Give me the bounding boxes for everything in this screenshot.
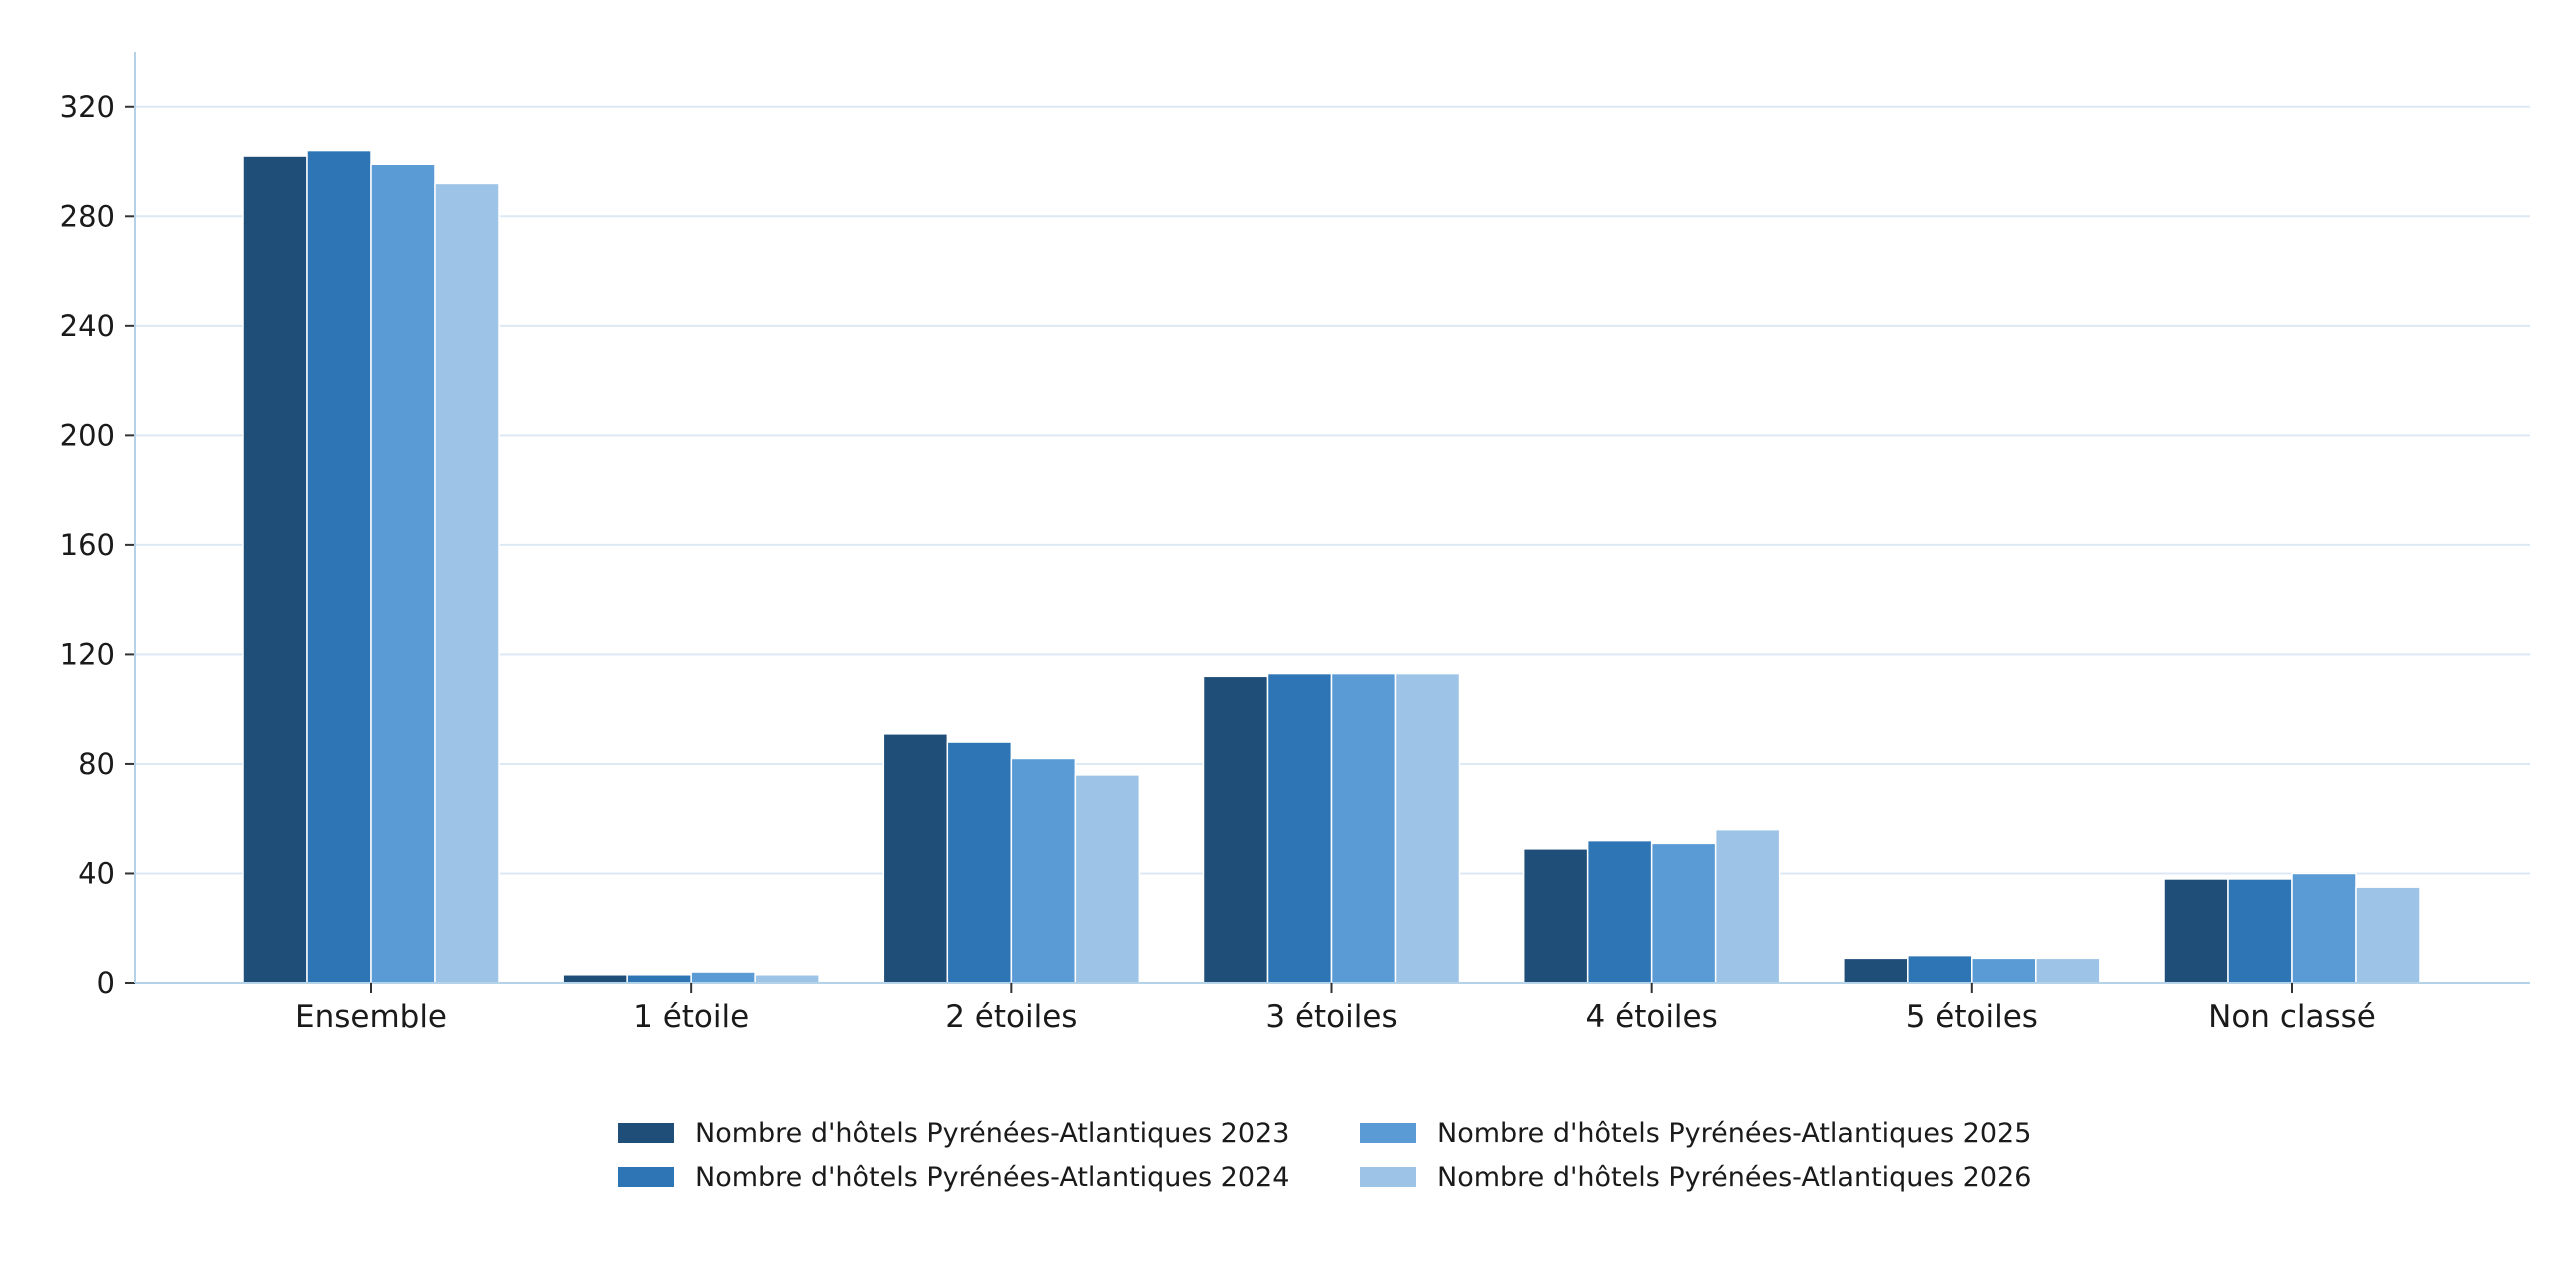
bar: [2163, 878, 2229, 984]
bar: [370, 163, 436, 984]
y-tick-label: 40: [78, 856, 115, 890]
bar: [2291, 872, 2357, 984]
x-tick-label: 3 étoiles: [1265, 999, 1397, 1035]
bar: [690, 971, 756, 984]
bar: [1971, 957, 2037, 984]
legend-label: Nombre d'hôtels Pyrénées-Atlantiques 202…: [1437, 1118, 2031, 1149]
x-tick-label: Non classé: [2208, 999, 2376, 1035]
legend-item: Nombre d'hôtels Pyrénées-Atlantiques 202…: [618, 1118, 1289, 1149]
bar: [1074, 774, 1141, 984]
axes: 0 40 80 120 160 200 240 280 320 Ensemble 1 étoile 2…: [60, 52, 2530, 1035]
bar: [1586, 839, 1653, 984]
legend-swatch: [618, 1167, 674, 1187]
bar: [1010, 757, 1077, 984]
bar: [1394, 672, 1461, 984]
y-tick-label: 200: [60, 418, 115, 452]
bar: [626, 974, 692, 984]
legend-swatch: [618, 1123, 674, 1143]
x-tick-label: 5 étoiles: [1906, 999, 2038, 1035]
bar: [1522, 848, 1589, 984]
bar: [306, 149, 372, 984]
y-tick-label: 120: [60, 637, 115, 671]
bar: [882, 733, 949, 984]
bar: [242, 155, 308, 984]
legend-label: Nombre d'hôtels Pyrénées-Atlantiques 202…: [695, 1162, 1289, 1193]
x-tick-label: 4 étoiles: [1586, 999, 1718, 1035]
legend-swatch: [1360, 1123, 1416, 1143]
bar: [434, 182, 500, 984]
x-tick-label: 2 étoiles: [945, 999, 1077, 1035]
y-tick-label: 280: [60, 199, 115, 233]
bar: [1202, 675, 1269, 984]
bar: [1330, 672, 1397, 984]
y-tick-label: 160: [60, 528, 115, 562]
y-tick-label: 240: [60, 309, 115, 343]
bars: [242, 149, 2421, 984]
bar: [1907, 954, 1973, 984]
grid-lines: [135, 105, 2530, 875]
y-tick-label: 0: [97, 966, 115, 1000]
x-tick-label: 1 étoile: [633, 999, 749, 1035]
legend-item: Nombre d'hôtels Pyrénées-Atlantiques 202…: [1360, 1162, 2031, 1193]
bar: [1843, 957, 1909, 984]
x-tick-label: Ensemble: [295, 999, 447, 1035]
legend-item: Nombre d'hôtels Pyrénées-Atlantiques 202…: [1360, 1118, 2031, 1149]
legend: Nombre d'hôtels Pyrénées-Atlantiques 202…: [618, 1118, 2031, 1193]
legend-swatch: [1360, 1167, 1416, 1187]
bar: [2355, 886, 2421, 984]
bar: [2227, 878, 2293, 984]
bar: [1266, 672, 1333, 984]
bar: [562, 974, 628, 984]
legend-label: Nombre d'hôtels Pyrénées-Atlantiques 202…: [695, 1118, 1289, 1149]
bar: [2035, 957, 2101, 984]
legend-item: Nombre d'hôtels Pyrénées-Atlantiques 202…: [618, 1162, 1289, 1193]
bar: [1650, 842, 1717, 984]
legend-label: Nombre d'hôtels Pyrénées-Atlantiques 202…: [1437, 1162, 2031, 1193]
bar: [946, 741, 1013, 984]
bar: [754, 974, 820, 984]
y-tick-label: 320: [60, 90, 115, 124]
y-tick-label: 80: [78, 747, 115, 781]
bar: [1714, 828, 1781, 984]
